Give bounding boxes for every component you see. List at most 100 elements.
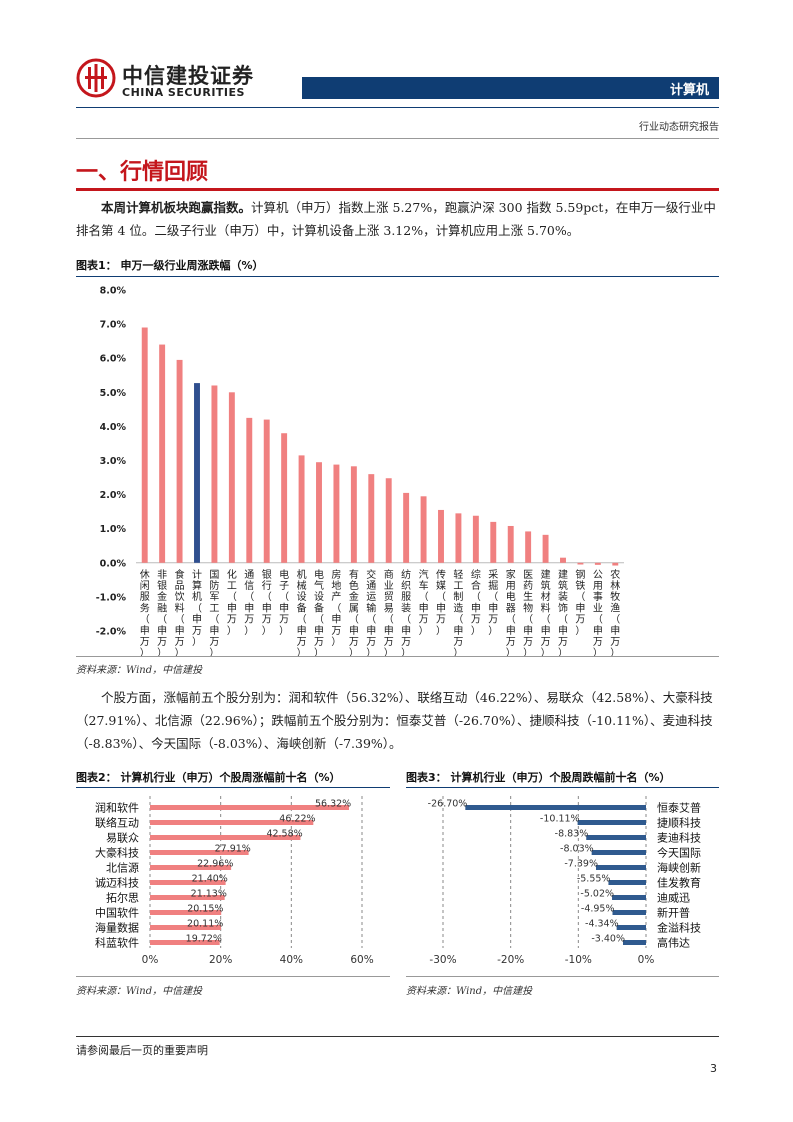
- category-label: 中国软件: [95, 906, 139, 920]
- y-tick-label: 5.0%: [100, 388, 127, 399]
- x-tick-label: 非银金融（申万）: [157, 569, 167, 658]
- bar: [385, 478, 392, 563]
- bar: [333, 464, 340, 563]
- x-tick-label: -10%: [565, 954, 592, 966]
- data-label: 20.15%: [187, 904, 223, 915]
- data-label: -4.34%: [585, 919, 619, 930]
- bar: [350, 466, 357, 563]
- x-tick-label: 建筑材料（申万）: [541, 568, 551, 658]
- bar: [560, 557, 566, 563]
- y-tick-label: 7.0%: [100, 320, 127, 331]
- brand-name-en: CHINA SECURITIES: [122, 86, 245, 99]
- bar: [542, 534, 549, 563]
- bar: [577, 820, 646, 825]
- x-tick-label: 建筑装饰（申万）: [558, 568, 568, 658]
- paragraph-market-review: 本周计算机板块跑赢指数。计算机（申万）指数上涨 5.27%，跑赢沪深 300 指…: [76, 196, 719, 242]
- brand-name-cn: 中信建投证券: [122, 64, 254, 88]
- data-label: -10.11%: [540, 814, 580, 825]
- bar: [577, 562, 584, 565]
- page-number: 3: [710, 1062, 717, 1075]
- figure2-source: 资料来源：Wind，中信建投: [76, 986, 203, 997]
- data-label: -4.95%: [581, 904, 615, 915]
- figure1-title: 图表1： 申万一级行业周涨跌幅（%）: [76, 259, 264, 272]
- x-tick-label: 家用电器（申万）: [506, 568, 516, 658]
- section-bar: 计算机: [302, 77, 719, 99]
- bar: [150, 910, 222, 915]
- x-tick-label: 计算机（申万）: [192, 568, 202, 648]
- x-tick-label: 机械设备（申万）: [297, 568, 307, 658]
- y-tick-label: 2.0%: [100, 490, 127, 501]
- data-label: -5.55%: [577, 874, 611, 885]
- category-label: 佳发教育: [657, 876, 701, 890]
- bar: [150, 880, 226, 885]
- y-tick-label: 4.0%: [100, 422, 127, 433]
- category-label: 新开普: [657, 906, 690, 920]
- y-tick-label: 6.0%: [100, 354, 127, 365]
- bar: [150, 865, 232, 870]
- y-tick-label: -2.0%: [96, 627, 127, 638]
- x-tick-label: 交通运输（申万）: [366, 568, 376, 658]
- heading-rule: [76, 188, 719, 191]
- data-label: -26.70%: [428, 799, 468, 810]
- y-tick-label: 1.0%: [100, 524, 127, 535]
- data-label: 27.91%: [215, 844, 251, 855]
- x-tick-label: 电气设备（申万）: [314, 568, 324, 658]
- top-losers-chart: -30% -20% -10% 0% 恒泰艾普 -26.70% 捷顺科技 -10.11% 麦迪科技…: [428, 796, 701, 966]
- category-label: 捷顺科技: [657, 816, 701, 830]
- category-label: 易联众: [106, 832, 139, 845]
- bar: [298, 455, 305, 563]
- x-tick-label: 银行（申万）: [262, 568, 272, 637]
- data-label: 56.32%: [315, 799, 351, 810]
- y-tick-label: 3.0%: [100, 456, 127, 467]
- bar: [490, 521, 497, 563]
- category-label: 诚迈科技: [95, 876, 139, 890]
- x-tick-label: -20%: [497, 954, 524, 966]
- bar: [141, 327, 148, 563]
- bar: [612, 562, 619, 566]
- category-label: 恒泰艾普: [657, 801, 701, 815]
- category-label: 联络互动: [95, 816, 139, 830]
- y-tick-label: 8.0%: [100, 286, 127, 297]
- x-tick-label: 20%: [209, 954, 232, 966]
- bar: [616, 925, 646, 930]
- bar: [246, 417, 253, 563]
- data-label: -7.39%: [564, 859, 598, 870]
- category-label: 拓尔思: [106, 891, 139, 905]
- y-tick-label: 0.0%: [100, 558, 127, 569]
- data-label: 46.22%: [279, 814, 315, 825]
- report-type: 行业动态研究报告: [639, 122, 719, 133]
- category-label: 今天国际: [657, 846, 701, 860]
- data-label: -8.83%: [555, 829, 589, 840]
- category-label: 高伟达: [657, 936, 690, 950]
- category-label: 金溢科技: [657, 921, 701, 935]
- section-label: 计算机: [669, 83, 709, 98]
- bar: [228, 392, 235, 563]
- bar: [159, 344, 166, 563]
- x-tick-label: 传媒（申万）: [436, 569, 446, 637]
- x-tick-label: 有色金属（申万）: [349, 568, 359, 658]
- bar: [150, 820, 314, 825]
- figure3-source: 资料来源：Wind，中信建投: [406, 986, 533, 997]
- data-label: 42.58%: [266, 829, 302, 840]
- data-label: 21.40%: [192, 874, 228, 885]
- x-tick-label: 40%: [280, 954, 303, 966]
- bar: [608, 880, 646, 885]
- figure2-title: 图表2： 计算机行业（申万）个股周涨幅前十名（%）: [76, 771, 341, 784]
- bar: [455, 513, 462, 563]
- industry-bar-chart: 8.0% 7.0% 6.0% 5.0% 4.0% 3.0% 2.0% 1.0% 0.0% -1.0…: [96, 286, 624, 658]
- x-tick-label: 0%: [142, 954, 159, 966]
- bar: [263, 419, 270, 563]
- bar: [150, 895, 225, 900]
- bar: [150, 940, 220, 945]
- x-tick-label: 医药生物（申万）: [523, 569, 533, 658]
- category-label: 海量数据: [95, 921, 139, 935]
- data-label: 19.72%: [186, 934, 222, 945]
- figure2-rule: [76, 787, 390, 788]
- bar: [622, 940, 646, 945]
- paragraph-stocks: 个股方面，涨幅前五个股分别为：润和软件（56.32%）、联络互动（46.22%）…: [76, 690, 713, 751]
- x-tick-label: 通信（申万）: [244, 569, 254, 637]
- category-label: 麦迪科技: [657, 831, 701, 845]
- data-label: 22.96%: [197, 859, 233, 870]
- bar: [281, 433, 288, 563]
- header-divider: [76, 107, 719, 108]
